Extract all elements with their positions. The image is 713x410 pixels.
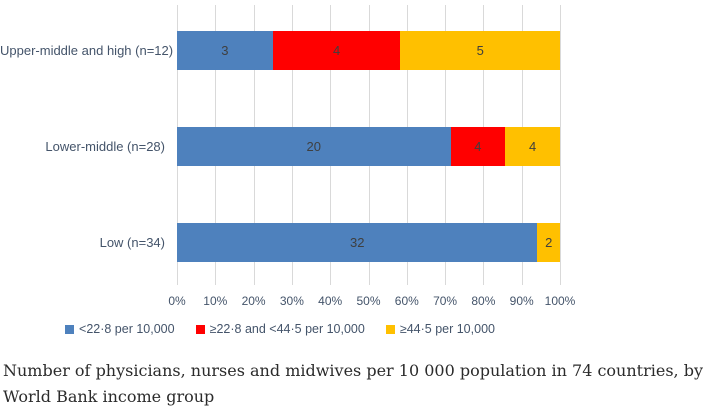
x-axis-tick-label: 10% [203, 294, 228, 308]
bar-row: 20 4 4 [177, 127, 560, 166]
bar-segment: 20 [177, 127, 451, 166]
bar-row: 32 2 [177, 223, 560, 262]
category-label: Low (n=34) [99, 235, 165, 250]
x-axis-tick-label: 40% [318, 294, 343, 308]
x-axis-tick-label: 60% [394, 294, 419, 308]
bar-value-label: 4 [529, 139, 537, 154]
legend: <22·8 per 10,000 ≥22·8 and <44·5 per 10,0… [0, 322, 560, 336]
bar-value-label: 2 [545, 235, 553, 250]
bar-segment: 4 [450, 127, 506, 166]
bar-segment: 5 [400, 31, 560, 70]
bar-segment: 32 [177, 223, 538, 262]
legend-item: ≥22·8 and <44·5 per 10,000 [195, 322, 365, 336]
chart-caption: Number of physicians, nurses and midwive… [3, 361, 703, 406]
x-axis-tick-label: 0% [168, 294, 186, 308]
bar-value-label: 5 [476, 43, 484, 58]
legend-swatch-icon [195, 324, 205, 334]
x-axis-tick-label: 90% [509, 294, 534, 308]
bar-segment: 4 [505, 127, 560, 166]
stacked-bar-chart: 3 4 5 20 4 4 32 2 Upper-middle and high (n=12) L… [0, 5, 575, 336]
x-axis-tick-label: 20% [241, 294, 266, 308]
bar-row: 3 4 5 [177, 31, 560, 70]
x-axis-tick-label: 100% [544, 294, 576, 308]
legend-item: ≥44·5 per 10,000 [385, 322, 495, 336]
category-label: Upper-middle and high (n=12) [0, 43, 174, 58]
category-label: Lower-middle (n=28) [45, 139, 165, 154]
plot-area: 3 4 5 20 4 4 32 2 [177, 5, 561, 285]
x-axis-tick-label: 50% [356, 294, 381, 308]
legend-swatch-icon [65, 324, 75, 334]
bar-segment: 3 [177, 31, 273, 70]
legend-label: ≥44·5 per 10,000 [399, 322, 495, 336]
bar-value-label: 3 [221, 43, 229, 58]
x-axis-tick-label: 30% [279, 294, 304, 308]
legend-item: <22·8 per 10,000 [65, 322, 175, 336]
legend-label: ≥22·8 and <44·5 per 10,000 [209, 322, 365, 336]
legend-label: <22·8 per 10,000 [79, 322, 175, 336]
legend-swatch-icon [385, 324, 395, 334]
x-axis-tick-label: 70% [433, 294, 458, 308]
bar-value-label: 4 [332, 43, 341, 58]
bar-segment: 2 [537, 223, 560, 262]
bar-segment: 4 [272, 31, 401, 70]
bar-value-label: 20 [306, 139, 322, 154]
x-axis: 0% 10% 20% 30% 40% 50% 60% 70% 80% 90% 100% [168, 294, 575, 310]
bar-value-label: 4 [474, 139, 482, 154]
gridline [560, 5, 561, 285]
x-axis-tick-label: 80% [471, 294, 496, 308]
bar-value-label: 32 [350, 235, 365, 250]
